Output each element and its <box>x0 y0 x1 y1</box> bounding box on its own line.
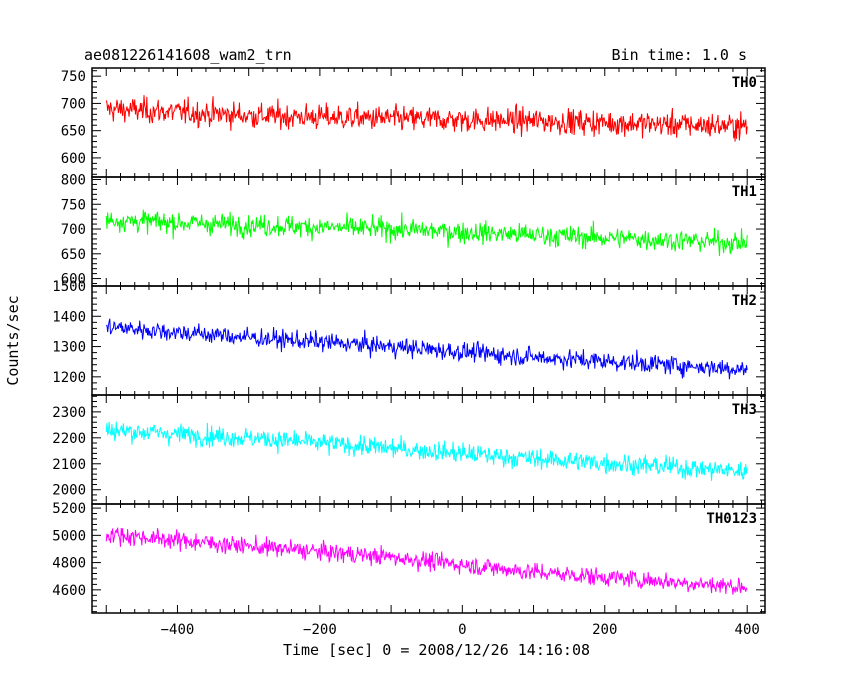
y-tick-label: 750 <box>61 69 86 85</box>
y-tick-label: 2200 <box>52 431 86 447</box>
panel-frame <box>91 67 766 178</box>
x-tick-label: 400 <box>735 622 760 638</box>
panel-th0: 600 650 700 750 TH0 <box>61 67 766 178</box>
y-tick-label: 600 <box>61 272 86 288</box>
y-tick-label: 4800 <box>52 556 86 572</box>
series-line-th1 <box>105 209 748 257</box>
panel-th3: 2000 2100 2200 2300 TH3 <box>52 394 766 505</box>
panel-label-th3: TH3 <box>732 402 757 418</box>
panel-frame <box>91 285 766 396</box>
panel-label-th2: TH2 <box>732 293 757 309</box>
y-tick-label: 650 <box>61 247 86 263</box>
y-tick-label: 5200 <box>52 501 86 517</box>
y-tick-label: 1500 <box>52 279 86 295</box>
chart-title: ae081226141608_wam2_trn <box>84 46 292 64</box>
panel-th2: 1200 1300 1400 1500 TH2 <box>52 279 766 396</box>
y-tick-label: 1200 <box>52 370 86 386</box>
series-line-th2 <box>106 318 748 380</box>
x-tick-label: 200 <box>592 622 617 638</box>
y-tick-label: 1400 <box>52 309 86 325</box>
x-tick-label: 0 <box>458 622 466 638</box>
panel-th1: 600 650 700 750 800 TH1 <box>61 172 766 288</box>
y-tick-label: 1300 <box>52 340 86 356</box>
series-line-th0123 <box>105 527 748 595</box>
series-line-th0 <box>105 95 748 142</box>
y-tick-label: 800 <box>61 172 86 188</box>
x-tick-label: −200 <box>303 622 337 638</box>
y-tick-label: 700 <box>61 222 86 238</box>
panel-th0123: 4600 4800 5000 5200 TH0123 <box>52 501 766 614</box>
y-tick-label: 5000 <box>52 528 86 544</box>
panel-frame <box>91 503 766 614</box>
y-tick-label: 750 <box>61 197 86 213</box>
y-tick-label: 4600 <box>52 583 86 599</box>
y-tick-label: 700 <box>61 96 86 112</box>
y-tick-label: 2100 <box>52 457 86 473</box>
series-line-th3 <box>105 421 748 481</box>
x-axis-title: Time [sec] 0 = 2008/12/26 14:16:08 <box>283 641 590 659</box>
y-tick-label: 2000 <box>52 483 86 499</box>
panel-label-th1: TH1 <box>732 184 757 200</box>
panel-label-th0: TH0 <box>732 75 757 91</box>
y-axis-title: Counts/sec <box>4 295 22 385</box>
panels-layer: 600 650 700 750 TH0 600 650 700 750 800 TH1 1200 130… <box>52 67 766 638</box>
y-tick-label: 600 <box>61 151 86 167</box>
y-tick-label: 2300 <box>52 405 86 421</box>
x-tick-label: −400 <box>161 622 195 638</box>
y-tick-label: 650 <box>61 124 86 140</box>
bin-time-label: Bin time: 1.0 s <box>612 46 747 64</box>
panel-label-th0123: TH0123 <box>706 511 757 527</box>
panel-frame <box>91 394 766 505</box>
